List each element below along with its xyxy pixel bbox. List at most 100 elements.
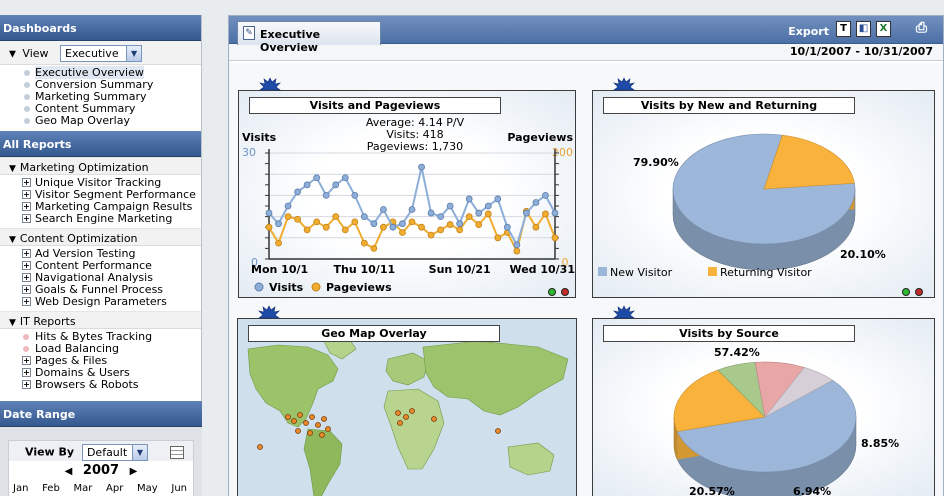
visits-point[interactable] [427,209,435,217]
report-item-navigational-analysis[interactable]: + Navigational Analysis [22,271,153,284]
pageviews-point[interactable] [465,213,473,220]
map-marker[interactable] [297,412,303,418]
chevron-down-icon[interactable]: ▼ [131,445,147,460]
pageviews-point[interactable] [551,234,559,242]
pie-slice[interactable] [764,367,834,418]
report-item-hits-bytes-tracking[interactable]: Hits & Bytes Tracking [22,331,201,343]
visits-point[interactable] [484,202,492,210]
report-item-marketing-campaign-results[interactable]: + Marketing Campaign Results [22,200,193,213]
report-item-domains-users[interactable]: + Domains & Users [22,366,130,379]
pageviews-point[interactable] [284,213,292,220]
expand-plus-icon[interactable]: + [22,380,31,389]
visits-point[interactable] [475,209,483,217]
pageviews-point[interactable] [360,239,368,247]
pageviews-point[interactable] [322,223,330,231]
dashboard-item-conversion-summary[interactable]: Conversion Summary [24,79,201,91]
visits-point[interactable] [370,220,378,228]
map-marker[interactable] [395,410,401,416]
pie-slice[interactable] [676,379,857,473]
pageviews-point[interactable] [494,234,502,242]
visits-point[interactable] [399,220,406,228]
collapse-triangle-icon[interactable]: ▼ [9,164,16,174]
world-map[interactable] [238,319,578,496]
expand-plus-icon[interactable]: + [22,285,31,294]
map-marker[interactable] [303,420,309,426]
visits-point[interactable] [303,181,311,189]
expand-plus-icon[interactable]: + [22,190,31,199]
visits-point[interactable] [313,174,321,182]
map-marker[interactable] [291,418,297,424]
group-it-reports[interactable]: ▼ IT Reports [0,311,201,329]
report-item-pages-files[interactable]: + Pages & Files [22,354,108,367]
tab-executive-overview[interactable]: ✎ Executive Overview [237,21,381,54]
expand-plus-icon[interactable]: + [22,261,31,270]
pageviews-point[interactable] [313,218,321,226]
pie-slice[interactable] [763,134,855,190]
pie-slice[interactable] [673,369,766,432]
report-item-web-design-parameters[interactable]: + Web Design Parameters [22,295,167,308]
report-item-goals-funnel-process[interactable]: + Goals & Funnel Process [22,283,164,296]
map-marker[interactable] [397,420,403,426]
map-marker[interactable] [257,444,263,450]
visits-point[interactable] [265,209,273,217]
collapse-triangle-icon[interactable]: ▼ [9,318,16,328]
collapse-triangle-icon[interactable]: ▼ [9,49,16,60]
visits-point[interactable] [284,202,292,210]
map-marker[interactable] [321,416,327,422]
printer-icon[interactable]: ⎙ [915,20,928,36]
prev-year-icon[interactable]: ◀ [64,466,73,477]
report-item-ad-version-testing[interactable]: + Ad Version Testing [22,247,136,260]
report-item-load-balancing[interactable]: Load Balancing [22,343,201,355]
pageviews-point[interactable] [351,218,359,226]
expand-plus-icon[interactable]: + [22,178,31,187]
pageviews-point[interactable] [303,226,311,234]
visits-point[interactable] [322,192,330,199]
map-marker[interactable] [409,408,415,414]
visits-point[interactable] [522,209,530,217]
report-item-unique-visitor-tracking[interactable]: + Unique Visitor Tracking [22,176,162,189]
report-item-visitor-segment-performance[interactable]: + Visitor Segment Performance [22,188,196,201]
visits-point[interactable] [351,192,359,199]
group-marketing-optimization[interactable]: ▼ Marketing Optimization [0,157,201,175]
pageviews-point[interactable] [446,221,454,228]
expand-plus-icon[interactable]: + [22,273,31,282]
view-select[interactable]: Executive ▼ [60,45,143,62]
map-marker[interactable] [315,422,321,428]
visits-point[interactable] [275,220,282,228]
export-html-icon[interactable]: ◧ [856,21,871,37]
report-item-search-engine-marketing[interactable]: + Search Engine Marketing [22,212,173,225]
visits-point[interactable] [494,195,502,203]
dashboard-item-content-summary[interactable]: Content Summary [24,103,201,115]
visits-point[interactable] [360,213,368,220]
visits-point[interactable] [294,188,301,196]
map-marker[interactable] [495,428,501,434]
pageviews-point[interactable] [332,213,340,220]
dashboard-item-executive-overview[interactable]: Executive Overview [24,66,201,79]
calendar-icon[interactable] [169,446,184,459]
expand-plus-icon[interactable]: + [22,202,31,211]
export-text-icon[interactable]: T [836,21,851,37]
pageviews-point[interactable] [379,223,387,231]
pageviews-point[interactable] [427,231,435,239]
report-item-content-performance[interactable]: + Content Performance [22,259,152,272]
map-marker[interactable] [319,432,325,438]
visits-point[interactable] [389,223,397,231]
visits-point[interactable] [551,209,559,217]
map-marker[interactable] [431,416,437,422]
export-excel-icon[interactable]: X [876,21,891,37]
visits-point[interactable] [332,181,340,189]
visits-point[interactable] [542,192,549,199]
pageviews-point[interactable] [542,210,549,218]
pageviews-point[interactable] [513,247,521,255]
report-item-browsers-robots[interactable]: + Browsers & Robots [22,378,139,391]
dashboard-item-marketing-summary[interactable]: Marketing Summary [24,91,201,103]
month-feb[interactable]: Feb [42,483,60,494]
visits-point[interactable] [437,213,445,220]
visits-point[interactable] [532,199,540,206]
dashboard-item-geo-map-overlay[interactable]: Geo Map Overlay [24,115,201,127]
month-mar[interactable]: Mar [73,483,93,494]
group-content-optimization[interactable]: ▼ Content Optimization [0,228,201,246]
visits-point[interactable] [408,206,416,213]
collapse-triangle-icon[interactable]: ▼ [9,235,16,245]
month-may[interactable]: May [137,483,158,494]
